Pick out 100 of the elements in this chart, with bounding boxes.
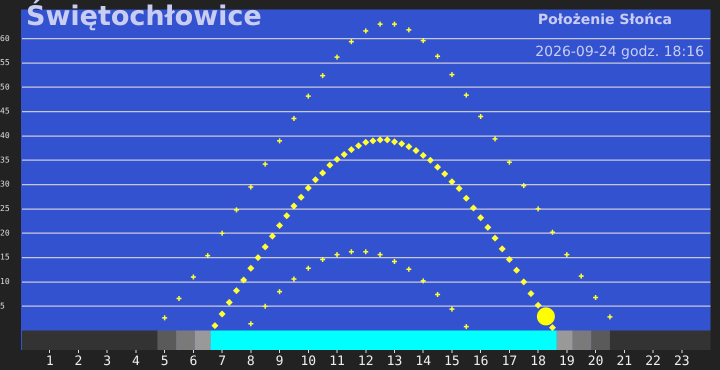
point bbox=[233, 287, 240, 294]
point bbox=[434, 291, 441, 298]
point bbox=[334, 54, 340, 60]
point bbox=[484, 224, 492, 231]
point bbox=[441, 170, 448, 178]
x-tick-label: 10 bbox=[300, 354, 316, 370]
point bbox=[276, 138, 283, 144]
point bbox=[254, 254, 262, 261]
point bbox=[549, 229, 556, 236]
x-tick-label: 20 bbox=[588, 354, 604, 370]
point bbox=[334, 156, 340, 163]
point bbox=[298, 194, 304, 201]
point bbox=[420, 37, 426, 44]
y-tick-label: 20 bbox=[0, 228, 10, 238]
point bbox=[376, 251, 384, 258]
annotation: 2026-09-24 godz. 18:16 bbox=[535, 44, 704, 60]
point bbox=[406, 266, 412, 273]
chart-subtitle: Położenie Słońca bbox=[538, 12, 672, 28]
point bbox=[384, 136, 391, 144]
point bbox=[477, 214, 484, 221]
x-tick-label: 8 bbox=[246, 354, 255, 370]
point bbox=[606, 314, 614, 320]
point bbox=[391, 258, 398, 265]
point bbox=[534, 206, 542, 212]
x-tick-label: 17 bbox=[502, 354, 518, 370]
x-tick-label: 23 bbox=[674, 354, 690, 370]
point bbox=[456, 185, 462, 192]
point bbox=[362, 138, 370, 146]
point bbox=[161, 314, 168, 322]
y-tick-label: 60 bbox=[0, 34, 10, 43]
point bbox=[305, 265, 312, 272]
point bbox=[348, 248, 355, 255]
point bbox=[326, 162, 334, 168]
point bbox=[534, 302, 542, 309]
point bbox=[513, 266, 520, 274]
point bbox=[506, 256, 513, 263]
x-tick-label: 1 bbox=[46, 354, 54, 370]
y-tick-label: 45 bbox=[0, 106, 10, 116]
point bbox=[420, 152, 427, 159]
x-tick-label: 13 bbox=[386, 354, 402, 370]
point bbox=[226, 299, 233, 306]
point bbox=[290, 115, 298, 122]
point bbox=[190, 274, 197, 280]
x-tick-label: 11 bbox=[329, 354, 345, 370]
point bbox=[319, 256, 326, 263]
point bbox=[319, 170, 326, 176]
point bbox=[276, 288, 283, 295]
point bbox=[434, 164, 441, 170]
point bbox=[520, 182, 528, 189]
point bbox=[276, 222, 283, 229]
point bbox=[463, 194, 470, 202]
point bbox=[319, 72, 326, 79]
point bbox=[304, 184, 312, 192]
chart-title: Świętochłowice bbox=[26, 0, 262, 32]
point bbox=[463, 92, 470, 98]
y-tick-label: 30 bbox=[0, 180, 10, 189]
x-tick-label: 19 bbox=[559, 354, 575, 370]
point bbox=[427, 156, 434, 164]
point bbox=[506, 158, 513, 166]
point bbox=[283, 212, 290, 220]
point bbox=[248, 320, 254, 327]
point bbox=[362, 28, 369, 34]
y-tick-label: 25 bbox=[0, 204, 10, 214]
point bbox=[448, 71, 456, 78]
y-tick-label: 5 bbox=[0, 301, 5, 310]
point bbox=[362, 248, 369, 255]
point bbox=[262, 244, 268, 250]
point bbox=[564, 251, 570, 258]
point bbox=[463, 323, 470, 330]
point bbox=[528, 290, 534, 297]
point bbox=[370, 138, 376, 144]
point bbox=[434, 52, 441, 60]
point bbox=[176, 295, 182, 302]
x-tick-label: 12 bbox=[358, 354, 374, 370]
point bbox=[376, 20, 384, 28]
x-tick-label: 4 bbox=[132, 354, 140, 370]
x-tick-label: 14 bbox=[415, 354, 432, 370]
point bbox=[549, 324, 556, 331]
point bbox=[477, 113, 484, 120]
point bbox=[391, 20, 398, 28]
point bbox=[520, 278, 528, 286]
point bbox=[448, 178, 456, 185]
x-tick-label: 18 bbox=[530, 354, 546, 370]
point bbox=[348, 146, 355, 153]
x-tick-label: 5 bbox=[160, 354, 169, 370]
x-tick-label: 2 bbox=[74, 354, 82, 370]
point bbox=[233, 206, 240, 214]
x-tick-label: 6 bbox=[189, 354, 198, 370]
point bbox=[536, 307, 555, 326]
point bbox=[269, 232, 276, 240]
point bbox=[248, 184, 254, 190]
point bbox=[492, 136, 498, 142]
point bbox=[305, 92, 312, 100]
point bbox=[406, 26, 412, 34]
point bbox=[398, 140, 405, 148]
y-tick-label: 40 bbox=[0, 131, 10, 140]
y-tick-label: 15 bbox=[0, 252, 10, 262]
point bbox=[578, 272, 584, 280]
point bbox=[212, 322, 218, 329]
y-tick-label: 10 bbox=[0, 276, 10, 286]
